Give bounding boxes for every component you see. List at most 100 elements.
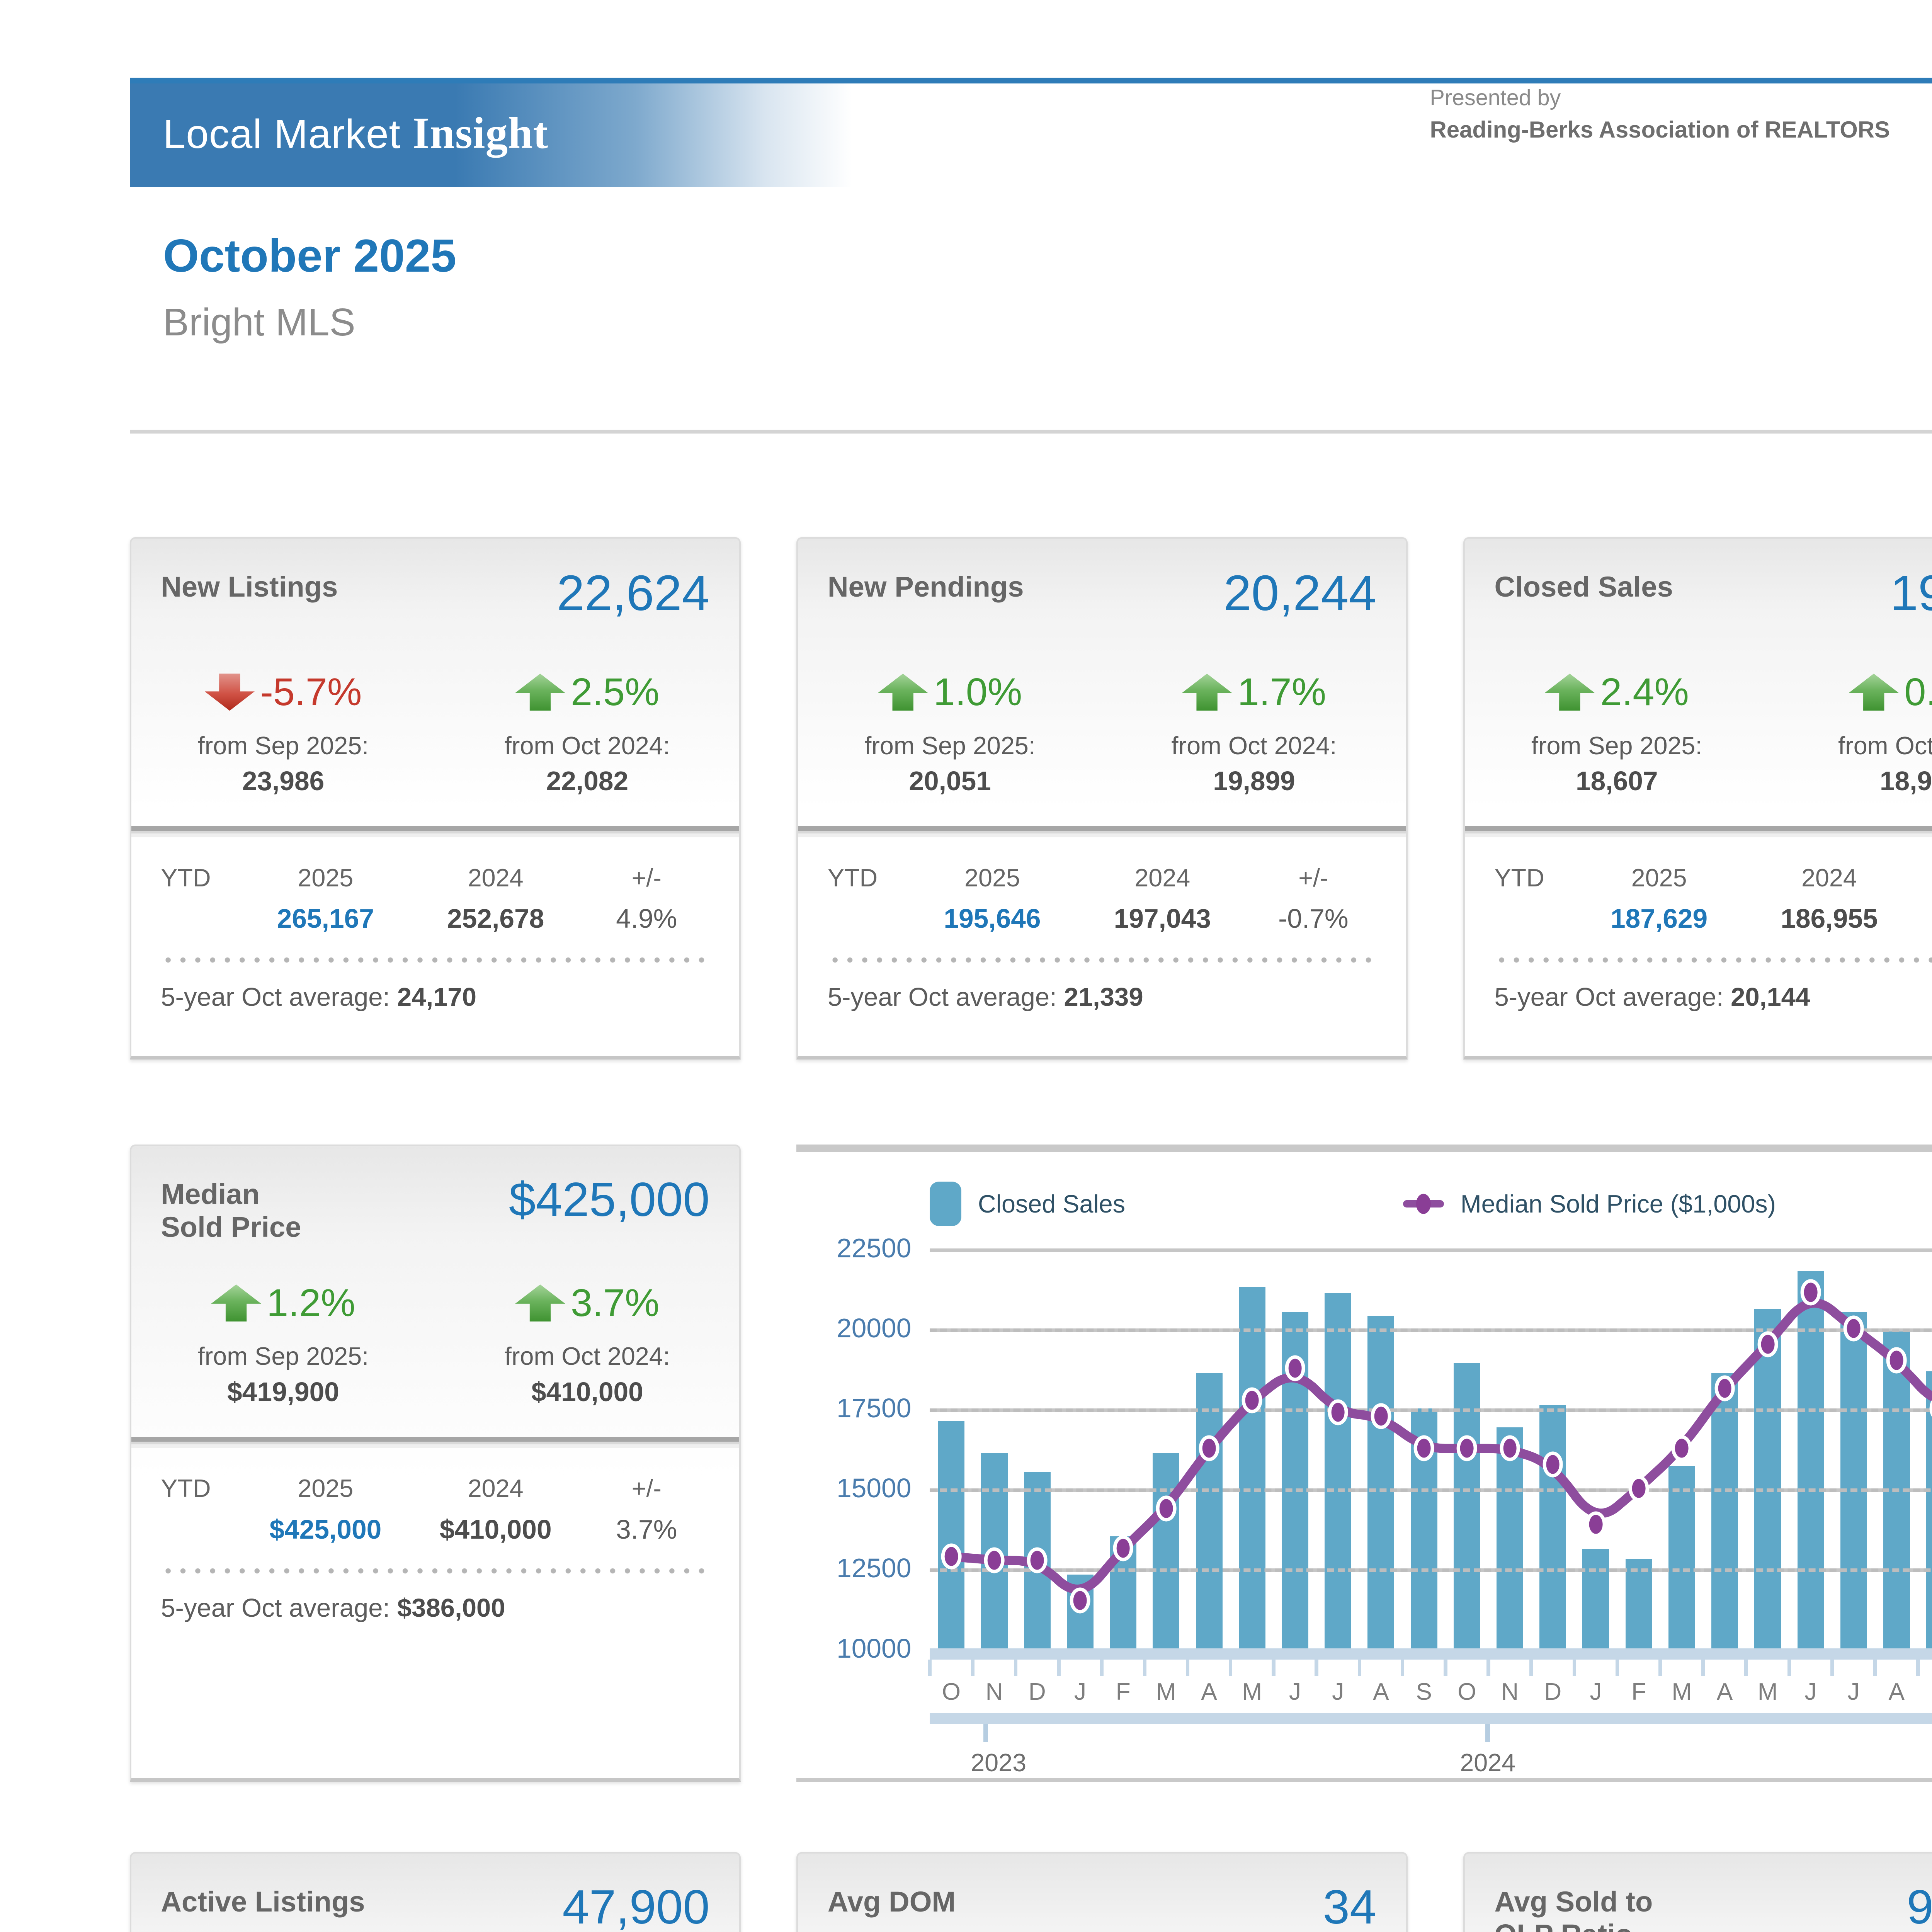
up-arrow-icon xyxy=(1182,673,1232,711)
median-price-marker xyxy=(1672,1435,1692,1461)
card-value: 34 xyxy=(1323,1880,1377,1932)
median-price-marker xyxy=(1886,1347,1907,1373)
month-label: D xyxy=(1028,1678,1046,1705)
median-price-marker xyxy=(1285,1355,1305,1381)
card-value: 97.7% xyxy=(1906,1880,1932,1932)
year-tick xyxy=(1485,1724,1490,1743)
report-month-title: October 2025 xyxy=(163,230,457,282)
header-banner: Local Market Insight xyxy=(129,83,852,187)
median-price-marker xyxy=(1543,1451,1563,1478)
median-price-marker xyxy=(1585,1511,1606,1537)
month-label: A xyxy=(1888,1678,1905,1705)
closed-sales-bar xyxy=(1926,1371,1932,1648)
median-price-marker xyxy=(1757,1331,1778,1357)
month-label: J xyxy=(1289,1678,1301,1705)
ytd-values-row: $425,000 $410,000 3.7% xyxy=(269,1514,677,1545)
dotted-divider xyxy=(161,956,710,964)
new-pendings-card: New Pendings 20,244 1.0% from Sep 2025: … xyxy=(796,537,1408,1060)
median-sold-price-card: Median Sold Price $425,000 1.2% from Sep … xyxy=(129,1145,741,1782)
card-title: Active Listings xyxy=(161,1885,365,1918)
year-over-year-change: 3.7% from Oct 2024: $410,000 xyxy=(504,1281,670,1407)
median-price-marker xyxy=(1156,1495,1177,1522)
month-label: D xyxy=(1544,1678,1562,1705)
closed-sales-bar xyxy=(1325,1293,1352,1648)
closed-sales-bar xyxy=(1668,1466,1695,1648)
card-title: Median Sold Price xyxy=(161,1178,301,1243)
card-value: $425,000 xyxy=(509,1173,710,1227)
five-year-average: 5-year Oct average: 21,339 xyxy=(827,983,1143,1012)
section-divider xyxy=(798,826,1406,837)
closed-sales-bar xyxy=(1625,1559,1652,1648)
card-title: New Pendings xyxy=(827,570,1024,603)
median-price-marker xyxy=(1413,1435,1434,1461)
left-y-axis: 22500 20000 17500 15000 12500 10000 xyxy=(796,1233,930,1663)
dashed-gridline xyxy=(930,1488,1932,1492)
year-tick xyxy=(983,1724,988,1743)
legend-median-price: Median Sold Price ($1,000s) xyxy=(1403,1189,1776,1218)
up-arrow-icon xyxy=(211,1284,261,1321)
card-title: Closed Sales xyxy=(1494,570,1673,603)
dotted-divider xyxy=(827,956,1377,964)
card-value: 19,049 xyxy=(1890,565,1932,621)
dashed-gridline xyxy=(930,1328,1932,1332)
median-price-marker xyxy=(1242,1387,1262,1413)
gridline xyxy=(930,1248,1932,1252)
month-label: J xyxy=(1074,1678,1087,1705)
median-price-line xyxy=(930,1248,1932,1648)
chart-legend: Closed Sales Median Sold Price ($1,000s) xyxy=(930,1182,1932,1226)
month-label: F xyxy=(1116,1678,1131,1705)
month-over-month-change: -5.7% from Sep 2025: 23,986 xyxy=(197,670,369,796)
month-label: M xyxy=(1757,1678,1778,1705)
year-over-year-change: 2.5% from Oct 2024: 22,082 xyxy=(504,670,670,796)
active-listings-card: Active Listings 47,900 47,900 Min 38,224… xyxy=(129,1852,741,1932)
median-price-marker xyxy=(1456,1435,1477,1461)
presenter-name: Reading-Berks Association of REALTORS xyxy=(1430,116,1890,143)
left-axis-tick-label: 22500 xyxy=(837,1233,912,1264)
closed-sales-bar xyxy=(1153,1453,1180,1648)
median-price-marker xyxy=(1500,1435,1520,1461)
year-label: 2024 xyxy=(1460,1748,1516,1777)
month-labels: ONDJFMAMJJASONDJFMAMJJASO xyxy=(930,1678,1932,1706)
median-price-marker xyxy=(1628,1475,1649,1502)
closed-sales-bar xyxy=(938,1421,965,1648)
avg-dom-card: Avg DOM 34 34 Min 27 Max 2234 5-year Oct… xyxy=(796,1852,1408,1932)
closed-sales-bar xyxy=(1582,1549,1609,1648)
month-label: A xyxy=(1716,1678,1733,1705)
closed-sales-bar xyxy=(1840,1312,1867,1648)
dashed-gridline xyxy=(930,1568,1932,1572)
dashed-gridline xyxy=(930,1408,1932,1412)
median-price-marker xyxy=(1070,1587,1090,1614)
closed-sales-bar xyxy=(1711,1373,1738,1648)
month-label: J xyxy=(1804,1678,1817,1705)
median-price-marker xyxy=(1027,1547,1048,1573)
closed-sales-bar xyxy=(1367,1315,1395,1648)
section-divider xyxy=(1464,826,1932,837)
month-over-month-change: 1.0% from Sep 2025: 20,051 xyxy=(864,670,1036,796)
month-tick-marks xyxy=(928,1659,1932,1676)
month-label: A xyxy=(1201,1678,1217,1705)
month-label: N xyxy=(985,1678,1003,1705)
year-over-year-change: 0.7% from Oct 2024: 18,915 xyxy=(1838,670,1932,796)
month-label: J xyxy=(1332,1678,1344,1705)
card-value: 22,624 xyxy=(556,565,710,621)
plot-area xyxy=(930,1248,1932,1648)
presented-by-block: Presented by Reading-Berks Association o… xyxy=(1430,85,1890,143)
month-label: J xyxy=(1590,1678,1602,1705)
median-price-marker xyxy=(1199,1435,1219,1461)
median-price-marker xyxy=(1113,1535,1134,1561)
brand-title: Local Market Insight xyxy=(163,108,549,158)
median-price-marker xyxy=(941,1543,962,1570)
left-axis-tick-label: 20000 xyxy=(837,1313,912,1344)
ytd-values-row: 195,646 197,043 -0.7% xyxy=(944,903,1349,934)
card-title: Avg DOM xyxy=(827,1885,956,1918)
month-label: S xyxy=(1416,1678,1432,1705)
up-arrow-icon xyxy=(1544,673,1595,711)
five-year-average: 5-year Oct average: 20,144 xyxy=(1494,983,1810,1012)
month-label: J xyxy=(1847,1678,1860,1705)
closed-sales-card: Closed Sales 19,049 2.4% from Sep 2025: … xyxy=(1463,537,1932,1060)
report-source: Bright MLS xyxy=(163,300,355,344)
